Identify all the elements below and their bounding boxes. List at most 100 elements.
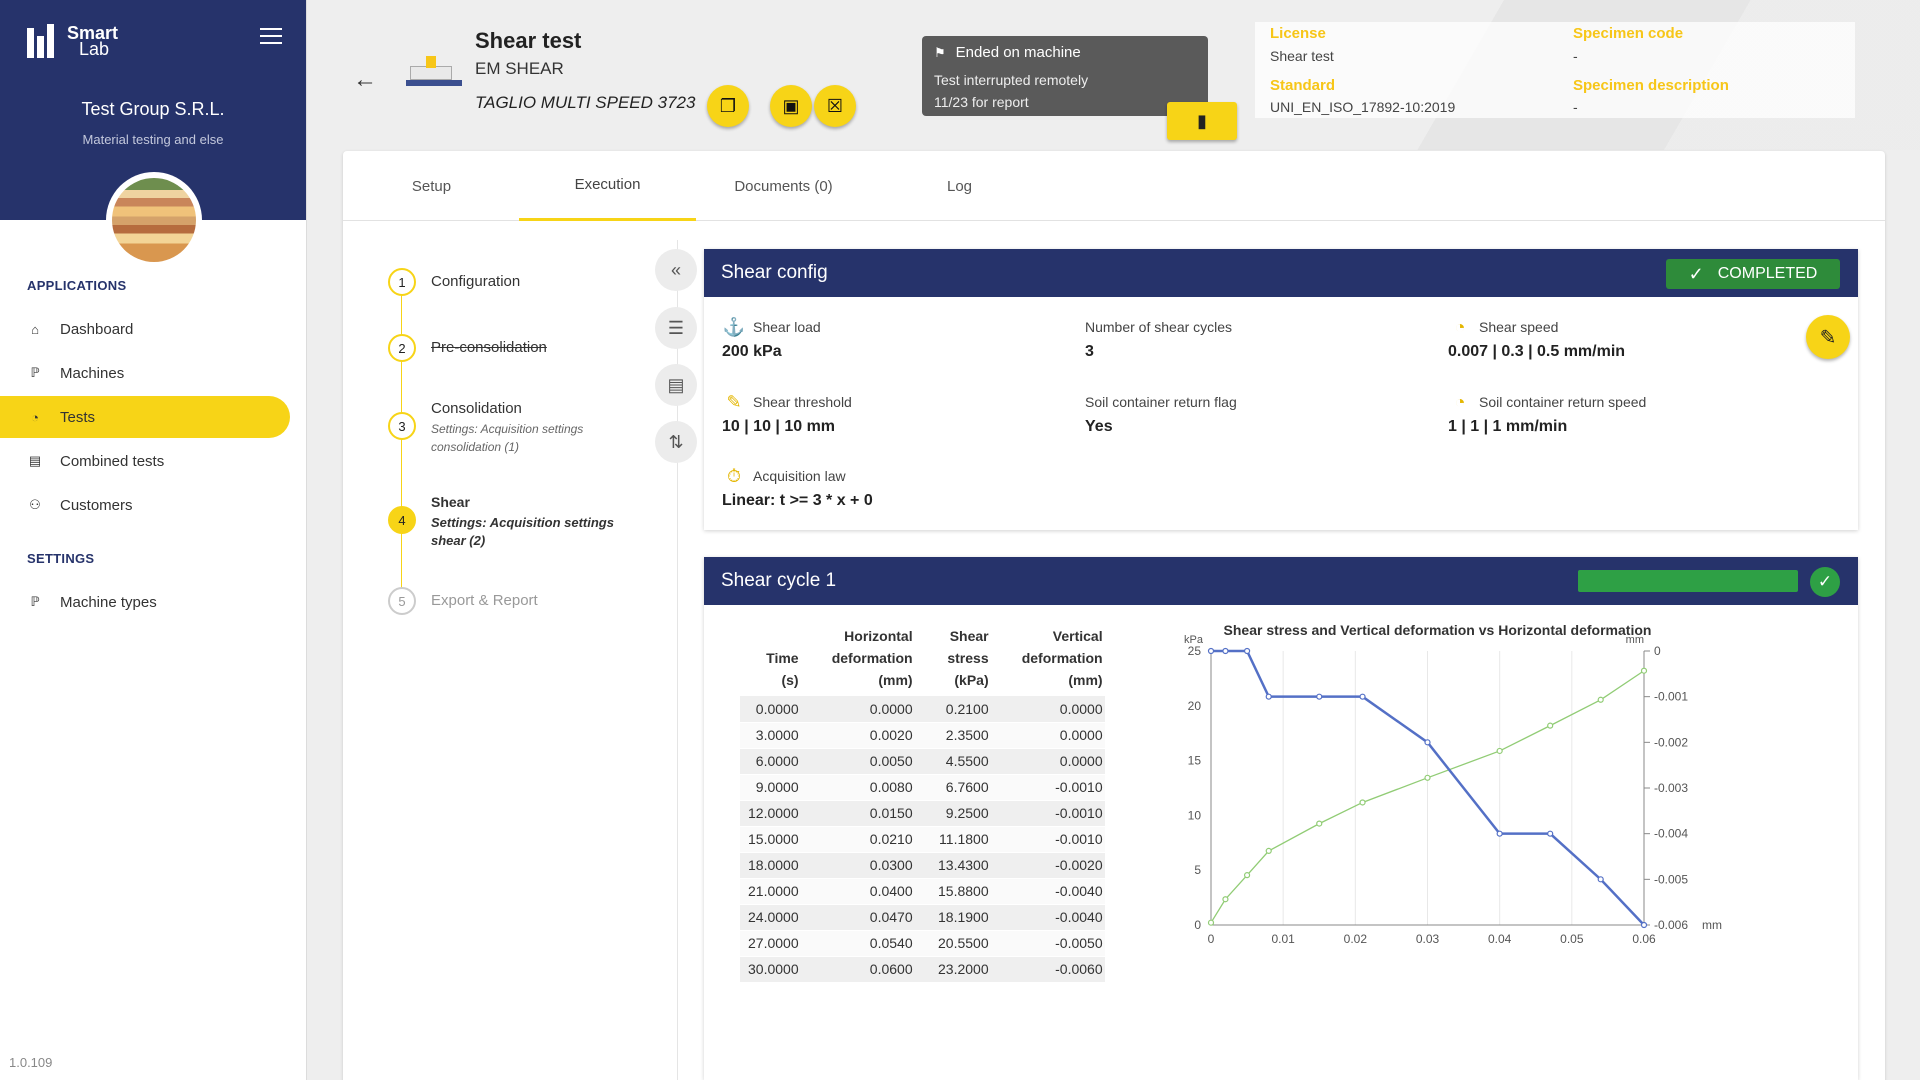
- data-point: [1496, 830, 1503, 837]
- y-right-tick-label: -0.003: [1654, 781, 1688, 795]
- y-right-tick-label: -0.004: [1654, 827, 1688, 841]
- people-icon: ⚇: [29, 497, 41, 512]
- step-title-pre-consolidation[interactable]: Pre-consolidation: [431, 339, 547, 356]
- table-cell: 0.0400: [800, 878, 915, 905]
- tab-execution[interactable]: Execution: [519, 151, 696, 221]
- nav-item-combined-tests[interactable]: ▤ Combined tests: [0, 440, 290, 482]
- report-button[interactable]: ▮: [1167, 102, 1237, 140]
- data-point: [1207, 919, 1215, 926]
- nav-item-tests[interactable]: ◔ Tests: [0, 396, 290, 438]
- table-cell: 6.0000: [740, 748, 801, 775]
- page-header: ← Shear test EM SHEAR TAGLIO MULTI SPEED…: [308, 0, 1920, 150]
- step-title-consolidation[interactable]: Consolidation: [431, 400, 522, 417]
- app-logo[interactable]: Smart Lab: [27, 24, 118, 58]
- y-axis-left-label: kPa: [1184, 634, 1204, 646]
- nav-item-machine-types[interactable]: ℙ Machine types: [0, 581, 290, 623]
- gauge-icon: ◔: [31, 409, 39, 425]
- data-point: [1222, 647, 1229, 655]
- microscope-icon: ℙ: [30, 365, 40, 380]
- list-icon: ☰: [667, 317, 685, 338]
- field-value: Yes: [1085, 418, 1113, 435]
- logo-text-1: Smart: [67, 23, 119, 43]
- split-view-button[interactable]: ▤: [655, 364, 697, 406]
- standard-label: Standard: [1270, 77, 1336, 94]
- x-tick-label: 0.01: [1271, 932, 1295, 946]
- column-header: Horizontal deformation (mm): [831, 628, 913, 688]
- table-cell: -0.0010: [990, 800, 1105, 827]
- sort-button[interactable]: ⇅: [655, 421, 697, 463]
- copy-button[interactable]: ❐: [707, 85, 749, 127]
- data-point: [1359, 799, 1366, 806]
- step-subtitle-shear: Settings: Acquisition settings shear (2): [431, 515, 614, 548]
- table-row: 18.0000 0.0300 13.4300 -0.0020: [740, 852, 1105, 879]
- status-line-2: 11/23 for report: [934, 94, 1029, 110]
- cycle-progress-bar: [1578, 570, 1798, 592]
- specimen-code-value: -: [1573, 48, 1578, 64]
- table-cell: 23.2000: [914, 956, 991, 983]
- edit-button[interactable]: ✎: [1806, 315, 1850, 359]
- x-tick-label: 0.02: [1344, 932, 1368, 946]
- data-point: [1359, 693, 1366, 700]
- table-cell: 24.0000: [740, 904, 801, 931]
- document-icon: ▮: [1197, 110, 1207, 131]
- card-title: Shear cycle 1: [721, 570, 837, 591]
- archive-button[interactable]: ▣: [770, 85, 812, 127]
- nav-item-label: Dashboard: [60, 320, 134, 338]
- nav-item-customers[interactable]: ⚇ Customers: [0, 484, 290, 526]
- nav-item-dashboard[interactable]: ⌂ Dashboard: [0, 308, 290, 350]
- x-tick-label: 0.05: [1560, 932, 1584, 946]
- data-point: [1597, 696, 1604, 703]
- status-line-1: Test interrupted remotely: [934, 72, 1089, 88]
- machine-thumbnail: [406, 52, 462, 92]
- data-point: [1265, 847, 1272, 855]
- back-arrow-icon[interactable]: ←: [353, 66, 377, 93]
- y-right-tick-label: 0: [1654, 644, 1661, 658]
- table-cell: 9.0000: [740, 774, 801, 801]
- table-row: 3.0000 0.0020 2.3500 0.0000: [740, 722, 1105, 749]
- data-table: Time (s) Horizontal deformation (mm) Shear s…: [740, 625, 1105, 983]
- table-cell: -0.0060: [990, 956, 1105, 983]
- table-cell: 11.1800: [914, 826, 991, 853]
- step-title-configuration[interactable]: Configuration: [431, 273, 521, 290]
- step-title-shear[interactable]: Shear: [431, 494, 470, 510]
- license-info-box: License Shear test Standard UNI_EN_ISO_1…: [1255, 22, 1855, 118]
- table-body: 0.0000 0.0000 0.2100 0.0000 3.0000 0.0020 2.35…: [740, 696, 1105, 983]
- table-row: 9.0000 0.0080 6.7600 -0.0010: [740, 774, 1105, 801]
- specimen-code-label: Specimen code: [1573, 25, 1684, 42]
- license-value: Shear test: [1270, 48, 1334, 64]
- flag-icon: ⚑: [934, 44, 946, 60]
- shear-config-card: Shear config ✓ COMPLETED ⚓ Shear load 200…: [704, 249, 1858, 530]
- data-point: [1424, 774, 1431, 781]
- app-version: 1.0.109: [9, 1055, 53, 1070]
- tab-setup[interactable]: Setup: [411, 177, 452, 195]
- specimen-description-value: -: [1573, 99, 1578, 115]
- step-title-export-report[interactable]: Export & Report: [431, 592, 538, 609]
- table-cell: 0.0150: [800, 800, 915, 827]
- table-row: 15.0000 0.0210 11.1800 -0.0010: [740, 826, 1105, 853]
- field-label: Soil container return speed: [1479, 394, 1647, 410]
- rows-icon: ▤: [667, 374, 685, 395]
- table-row: 12.0000 0.0150 9.2500 -0.0010: [740, 800, 1105, 827]
- x-tick-label: 0: [1208, 932, 1215, 946]
- y-right-tick-label: -0.006: [1654, 918, 1688, 932]
- collapse-steps-button[interactable]: «: [655, 249, 697, 291]
- table-cell: 0.0000: [990, 722, 1105, 749]
- delete-button[interactable]: ☒: [814, 85, 856, 127]
- double-chevron-left-icon: «: [670, 259, 681, 280]
- nav-item-machines[interactable]: ℙ Machines: [0, 352, 290, 394]
- data-point: [1207, 647, 1215, 655]
- menu-toggle-icon[interactable]: [260, 28, 282, 44]
- weight-icon: ⚓: [722, 316, 746, 337]
- tab-documents[interactable]: Documents (0): [734, 177, 833, 195]
- field-value: 200 kPa: [722, 343, 782, 360]
- chart-title: Shear stress and Vertical deformation vs…: [1224, 622, 1652, 638]
- data-point: [1243, 647, 1251, 655]
- tab-log[interactable]: Log: [946, 177, 973, 195]
- table-cell: 0.0050: [800, 748, 915, 775]
- x-axis-label: mm: [1702, 918, 1722, 932]
- list-view-button[interactable]: ☰: [655, 307, 697, 349]
- table-row: 27.0000 0.0540 20.5500 -0.0050: [740, 930, 1105, 957]
- field-label: Shear speed: [1479, 319, 1559, 335]
- swap-vertical-icon: ⇅: [668, 431, 684, 452]
- nav-item-label: Tests: [60, 408, 96, 426]
